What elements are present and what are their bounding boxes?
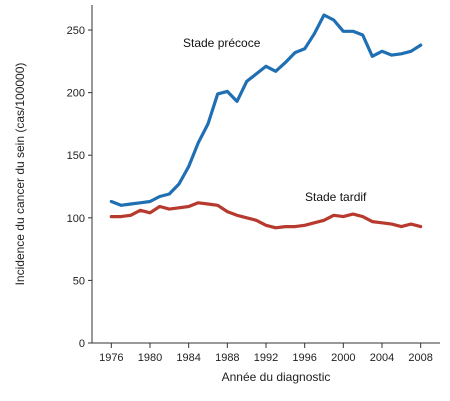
- x-tick-label: 2000: [331, 352, 355, 364]
- series-label-early: Stade précoce: [183, 36, 261, 50]
- y-tick-label: 200: [67, 88, 85, 100]
- x-axis-title: Année du diagnostic: [222, 370, 331, 384]
- x-tick-label: 1976: [99, 352, 123, 364]
- y-tick-label: 150: [67, 150, 85, 162]
- y-tick-label: 0: [79, 338, 85, 350]
- series-label-late: Stade tardif: [305, 190, 367, 204]
- x-ticks: 1976 1980 1984 1988 1992 1996 2000 2004 2008: [99, 343, 433, 364]
- series-lines: [109, 13, 423, 230]
- x-tick-label: 1996: [292, 352, 316, 364]
- x-tick-label: 1984: [176, 352, 200, 364]
- x-tick-label: 1980: [138, 352, 162, 364]
- axes: [91, 5, 440, 344]
- y-tick-label: 100: [67, 213, 85, 225]
- y-axis-title: Incidence du cancer du sein (cas/100000): [13, 63, 27, 286]
- x-tick-label: 1988: [215, 352, 239, 364]
- y-ticks: 0 50 100 150 200 250: [67, 25, 92, 350]
- y-tick-label: 250: [67, 25, 85, 37]
- x-tick-label: 2004: [370, 352, 394, 364]
- x-tick-label: 1992: [254, 352, 278, 364]
- series-line-early: [109, 13, 423, 207]
- y-tick-label: 50: [73, 275, 85, 287]
- series-line-late: [109, 201, 423, 230]
- x-tick-label: 2008: [408, 352, 432, 364]
